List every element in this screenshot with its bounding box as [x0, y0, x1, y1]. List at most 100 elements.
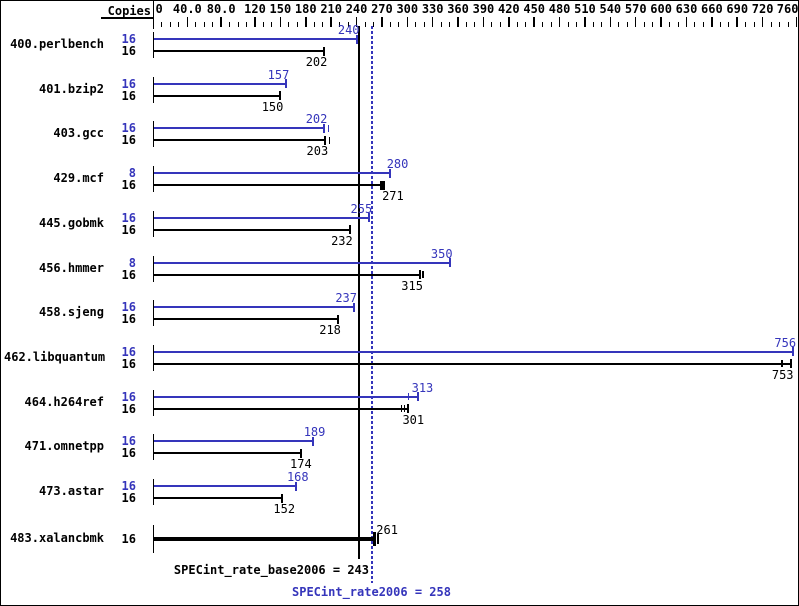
axis-major-tick: [795, 17, 798, 27]
peak-bar-end-tick: [368, 213, 371, 223]
axis-tick-label: 180: [294, 2, 317, 16]
axis-minor-tick: [753, 22, 755, 27]
axis-minor-tick: [618, 22, 620, 27]
copies-label-peak: 16: [121, 479, 136, 493]
copies-label-peak: 8: [128, 255, 136, 270]
axis-minor-tick: [474, 22, 476, 27]
axis-tick-label: 760: [776, 2, 799, 16]
base-spread-tick: [377, 534, 379, 544]
axis-minor-tick: [212, 22, 214, 27]
copies-label-base: 16: [121, 401, 136, 416]
axis-minor-tick: [237, 22, 239, 27]
copies-label-peak: 16: [121, 121, 136, 136]
axis-minor-tick: [339, 22, 341, 27]
base-bar: [153, 497, 283, 499]
base-bar: [153, 139, 326, 142]
base-bar-end-tick: [336, 314, 339, 324]
axis-tick-label: 0: [155, 2, 163, 16]
base-bar-end-tick: [348, 225, 351, 235]
axis-minor-tick: [364, 22, 366, 27]
axis-minor-tick: [229, 22, 231, 27]
axis-minor-tick: [550, 22, 552, 27]
peak-bar: [153, 261, 450, 264]
axis-minor-tick: [372, 22, 374, 27]
benchmark-name-label: 403.gcc: [53, 126, 104, 141]
copies-column-header: Copies: [107, 4, 151, 18]
base-bar-end-tick: [279, 91, 282, 101]
peak-bar-end-tick: [294, 481, 297, 491]
axis-minor-tick: [440, 22, 442, 27]
base-bar: [153, 184, 383, 187]
axis-minor-tick: [516, 22, 518, 27]
peak-bar: [153, 306, 354, 309]
axis-major-tick: [482, 17, 485, 27]
peak-mean-line: [370, 26, 373, 583]
benchmark-spine: [152, 434, 155, 461]
base-bar: [153, 537, 375, 541]
axis-minor-tick: [415, 22, 417, 27]
benchmark-spine: [152, 166, 155, 193]
benchmark-name-label: 456.hmmer: [38, 260, 104, 275]
copies-label-base: 16: [121, 178, 136, 193]
axis-major-tick: [634, 17, 637, 27]
benchmark-spine: [152, 389, 155, 416]
peak-value-label: 313: [411, 380, 434, 395]
base-spread-tick: [403, 405, 406, 413]
peak-bar-end-tick: [417, 392, 420, 402]
axis-tick-label: 450: [523, 2, 546, 16]
axis-minor-tick: [567, 22, 569, 27]
base-spread-tick: [781, 360, 783, 368]
axis-major-tick: [457, 17, 459, 27]
axis-minor-tick: [313, 22, 315, 27]
axis-major-tick: [660, 17, 662, 27]
base-bar: [153, 50, 325, 52]
copies-label-peak: 16: [121, 210, 136, 225]
axis-minor-tick: [347, 22, 349, 27]
axis-tick-label: 240: [345, 2, 368, 16]
base-bar-end-tick: [372, 532, 376, 546]
copies-label-base: 16: [121, 44, 136, 58]
base-value-label: 203: [306, 144, 329, 159]
axis-minor-tick: [694, 22, 696, 27]
axis-major-tick: [558, 17, 561, 27]
base-bar: [153, 362, 791, 365]
axis-major-tick: [508, 17, 510, 27]
benchmark-name-label: 429.mcf: [53, 171, 104, 186]
base-bar-end-tick: [299, 448, 302, 458]
base-bar-end-tick: [407, 404, 410, 414]
axis-minor-tick: [449, 22, 451, 27]
axis-minor-tick: [592, 22, 594, 27]
peak-value-label: 237: [335, 291, 357, 306]
axis-major-tick: [186, 17, 189, 27]
axis-minor-tick: [246, 22, 248, 27]
axis-minor-tick: [322, 22, 324, 27]
peak-bar-end-tick: [312, 436, 315, 446]
axis-minor-tick: [677, 22, 679, 27]
peak-spread-tick: [407, 393, 410, 401]
axis-tick-label: 540: [599, 2, 622, 16]
peak-value-label: 189: [303, 425, 326, 440]
axis-minor-tick: [770, 22, 772, 27]
benchmark-spine: [152, 344, 155, 371]
axis-tick-label: 270: [371, 2, 393, 16]
benchmark-spine: [152, 479, 155, 505]
peak-bar-end-tick: [792, 347, 795, 357]
copies-label-base: 16: [121, 222, 136, 237]
base-bar: [153, 273, 420, 276]
axis-major-tick: [330, 17, 332, 27]
axis-tick-label: 80.0: [206, 2, 236, 16]
axis-tick-label: 630: [675, 2, 698, 16]
peak-bar: [153, 82, 287, 85]
axis-tick-label: 330: [421, 2, 444, 16]
benchmark-name-label: 473.astar: [38, 484, 104, 498]
copies-label-base: 16: [121, 532, 136, 546]
axis-tick-label: 210: [320, 2, 342, 16]
copies-label-peak: 16: [121, 32, 136, 46]
copies-label-base: 16: [121, 133, 136, 148]
axis-minor-tick: [626, 22, 628, 27]
axis-major-tick: [406, 17, 409, 27]
copies-label-peak: 16: [121, 300, 136, 315]
axis-minor-tick: [542, 22, 544, 27]
peak-bar-end-tick: [389, 168, 392, 178]
axis-minor-tick: [745, 22, 747, 27]
